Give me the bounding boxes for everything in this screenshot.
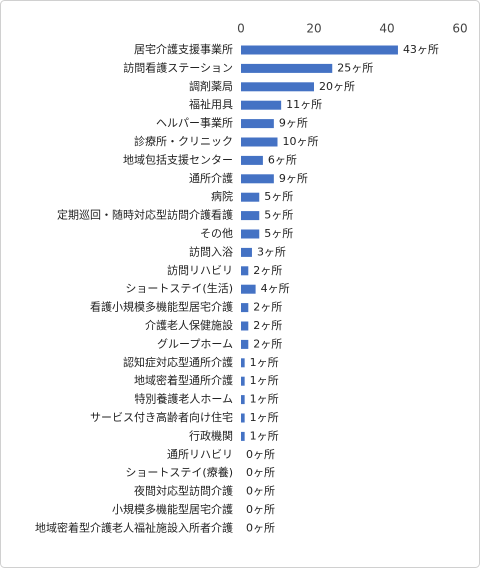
value-label: 0ヶ所 [246, 466, 275, 479]
y-tick-label: 訪問入浴 [189, 244, 233, 258]
bar [241, 358, 245, 368]
y-tick-label: グループホーム [157, 336, 233, 350]
y-tick-label: 定期巡回・随時対応型訪問介護看護 [57, 208, 233, 222]
value-label: 3ヶ所 [257, 245, 286, 258]
value-label: 9ヶ所 [279, 117, 308, 130]
value-label: 0ヶ所 [246, 485, 275, 498]
y-tick-label: 福祉用具 [189, 97, 233, 111]
value-label: 2ヶ所 [253, 337, 282, 350]
y-tick-label: 地域密着型通所介護 [134, 373, 233, 387]
y-tick-label: 特別養護老人ホーム [134, 392, 233, 406]
value-label: 0ヶ所 [246, 448, 275, 461]
bar [241, 247, 252, 257]
value-label: 10ヶ所 [283, 135, 319, 148]
value-label: 5ヶ所 [264, 190, 293, 203]
value-label: 6ヶ所 [268, 153, 297, 166]
bar [241, 82, 314, 92]
bar [241, 321, 249, 331]
bar [241, 119, 274, 129]
y-tick-label: 居宅介護支援事業所 [134, 42, 233, 56]
value-label: 4ヶ所 [261, 282, 290, 295]
bar [241, 155, 263, 165]
bar [241, 395, 245, 405]
y-tick-label: 小規模多機能型居宅介護 [112, 502, 233, 516]
value-label: 5ヶ所 [264, 227, 293, 240]
y-tick-label: 介護老人保健施設 [145, 318, 233, 332]
y-tick-label: 訪問看護ステーション [123, 60, 233, 74]
bar [241, 45, 398, 55]
value-label: 1ヶ所 [250, 411, 279, 424]
y-tick-label: サービス付き高齢者向け住宅 [90, 410, 233, 424]
y-tick-label: 地域密着型介護老人福祉施設入所者介護 [35, 520, 233, 534]
y-tick-label: 行政機関 [189, 428, 233, 442]
value-label: 1ヶ所 [250, 429, 279, 442]
value-label: 20ヶ所 [319, 80, 355, 93]
bar [241, 229, 260, 239]
value-label: 2ヶ所 [253, 319, 282, 332]
y-tick-label: ショートステイ(療養) [125, 465, 233, 479]
value-label: 25ヶ所 [337, 61, 373, 74]
bar [241, 376, 245, 386]
x-tick-label: 0 [237, 22, 245, 36]
value-label: 1ヶ所 [250, 374, 279, 387]
value-label: 0ヶ所 [246, 503, 275, 516]
y-tick-label: 診療所・クリニック [134, 134, 233, 148]
y-tick-label: 地域包括支援センター [123, 152, 233, 166]
bar [241, 100, 282, 110]
y-tick-label: 通所介護 [189, 171, 233, 185]
bar [241, 339, 249, 349]
value-label: 1ヶ所 [250, 356, 279, 369]
bar [241, 431, 245, 441]
x-tick-label: 40 [379, 22, 394, 36]
y-tick-label: 病院 [211, 189, 233, 203]
y-tick-label: 調剤薬局 [189, 79, 233, 93]
value-label: 1ヶ所 [250, 393, 279, 406]
bar [241, 174, 274, 184]
value-label: 43ヶ所 [403, 43, 439, 56]
value-label: 2ヶ所 [253, 301, 282, 314]
bar [241, 413, 245, 423]
bar [241, 137, 278, 147]
value-label: 9ヶ所 [279, 172, 308, 185]
bar [241, 284, 256, 294]
y-tick-label: ショートステイ(生活) [125, 281, 233, 295]
y-tick-label: 夜間対応型訪問介護 [134, 484, 233, 498]
x-tick-label: 60 [452, 22, 467, 36]
y-tick-label: 看護小規模多機能型居宅介護 [90, 300, 233, 314]
y-tick-label: 訪問リハビリ [167, 263, 233, 277]
x-tick-label: 20 [306, 22, 321, 36]
y-tick-label: ヘルパー事業所 [156, 117, 233, 130]
bar [241, 192, 260, 202]
value-label: 2ヶ所 [253, 264, 282, 277]
bar [241, 211, 260, 221]
y-tick-label: 通所リハビリ [167, 448, 233, 461]
bar [241, 63, 333, 73]
y-tick-label: その他 [200, 227, 233, 240]
value-label: 0ヶ所 [246, 521, 275, 534]
y-tick-label: 認知症対応型通所介護 [123, 355, 233, 369]
value-label: 5ヶ所 [264, 209, 293, 222]
bar [241, 266, 249, 276]
bar [241, 303, 249, 313]
value-label: 11ヶ所 [286, 98, 322, 111]
